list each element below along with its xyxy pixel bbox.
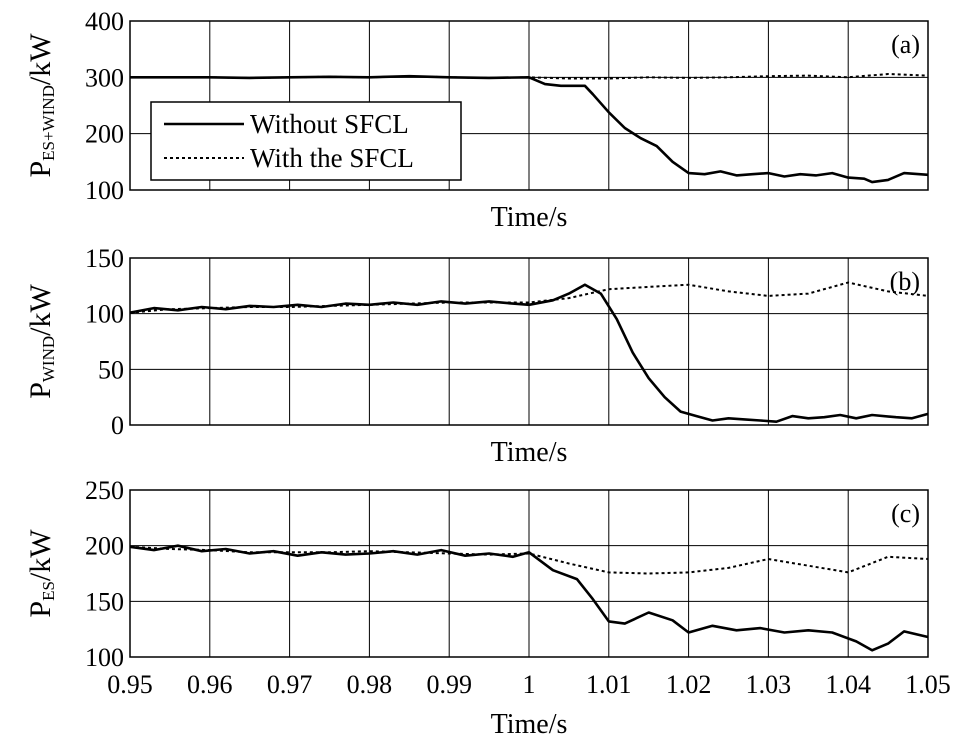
x-tick-label-c-9: 1.04 <box>825 670 871 699</box>
legend-box <box>150 101 462 181</box>
legend-label-without-sfcl: Without SFCL <box>250 109 409 139</box>
panel-label-b: (b) <box>890 267 920 296</box>
x-tick-label-c-10: 1.05 <box>905 670 951 699</box>
x-tick-label-c-7: 1.02 <box>666 670 712 699</box>
x-tick-label-c-8: 1.03 <box>746 670 792 699</box>
y-axis-label-main-b: P <box>24 382 57 399</box>
chart-panel-b: 0 50 100 150 (b) Time/s PWIND/kW <box>24 244 929 468</box>
panel-label-c: (c) <box>891 499 920 528</box>
y-axis-label-main-c: P <box>24 601 57 618</box>
series-line-without-sfcl-c <box>129 544 929 652</box>
plot-frame-a <box>129 20 929 191</box>
y-axis-label-c: PES/kW <box>24 529 58 618</box>
x-axis-label-c: Time/s <box>491 709 568 740</box>
y-tick-label-c-0: 100 <box>85 643 124 672</box>
y-ticks-a: 100 200 300 400 <box>85 7 124 205</box>
legend: Without SFCL With the SFCL <box>150 101 462 181</box>
y-axis-label-b: PWIND/kW <box>24 284 58 399</box>
x-ticks-c: 0.95 0.96 0.97 0.98 0.99 1 1.01 1.02 1.03 1.04 1.0… <box>107 670 951 699</box>
y-ticks-c: 100 150 200 250 <box>85 476 124 672</box>
legend-label-with-sfcl: With the SFCL <box>250 143 414 173</box>
series-line-with-sfcl-c <box>129 545 929 575</box>
chart-panel-a: 100 200 300 400 (a) Time/s PES+WIND/kW With… <box>24 7 929 233</box>
panel-label-a: (a) <box>891 30 920 59</box>
series-line-without-sfcl-a <box>130 74 929 184</box>
y-tick-label-a-3: 400 <box>85 7 124 36</box>
x-tick-label-c-5: 1 <box>523 670 536 699</box>
y-tick-label-b-1: 50 <box>98 355 124 384</box>
x-tick-label-c-1: 0.96 <box>187 670 233 699</box>
x-tick-label-c-2: 0.97 <box>267 670 313 699</box>
y-axis-label-unit-b: /kW <box>24 284 57 336</box>
x-tick-label-c-6: 1.01 <box>586 670 632 699</box>
y-tick-label-c-1: 150 <box>85 587 124 616</box>
x-axis-label-a: Time/s <box>491 202 568 233</box>
series-a <box>130 72 929 184</box>
y-tick-label-a-2: 300 <box>85 63 124 92</box>
gridlines-c <box>129 489 929 658</box>
y-tick-label-b-0: 0 <box>111 411 124 440</box>
x-tick-label-c-4: 0.99 <box>426 670 472 699</box>
y-ticks-b: 0 50 100 150 <box>85 244 124 440</box>
y-axis-label-a: PES+WIND/kW <box>24 33 58 178</box>
gridlines-b <box>129 257 929 426</box>
y-axis-label-unit-a: /kW <box>24 33 57 85</box>
y-tick-label-b-2: 100 <box>85 300 124 329</box>
y-axis-label-sub-c: ES <box>39 581 58 601</box>
y-tick-label-a-0: 100 <box>85 176 124 205</box>
series-line-with-sfcl-b <box>129 281 929 314</box>
x-axis-label-b: Time/s <box>491 437 568 468</box>
y-axis-label-unit-c: /kW <box>24 529 57 581</box>
series-b <box>129 281 929 423</box>
y-tick-label-c-2: 200 <box>85 532 124 561</box>
series-c <box>129 544 929 652</box>
x-tick-label-c-0: 0.95 <box>107 670 153 699</box>
y-axis-label-main-a: P <box>24 161 57 178</box>
y-tick-label-c-3: 250 <box>85 476 124 505</box>
y-axis-label-sub-b: WIND <box>39 336 58 382</box>
plot-frame-c <box>129 489 929 658</box>
y-tick-label-b-3: 150 <box>85 244 124 273</box>
plot-frame-b <box>129 257 929 426</box>
series-line-without-sfcl-b <box>129 283 929 423</box>
y-tick-label-a-1: 200 <box>85 120 124 149</box>
x-tick-label-c-3: 0.98 <box>347 670 393 699</box>
series-line-with-sfcl-a <box>130 72 929 80</box>
chart-panel-c: 100 150 200 250 0.95 0.96 0.97 0.98 0.99 1 1.01 1.… <box>24 476 951 740</box>
y-axis-label-sub-a: ES+WIND <box>39 85 58 161</box>
